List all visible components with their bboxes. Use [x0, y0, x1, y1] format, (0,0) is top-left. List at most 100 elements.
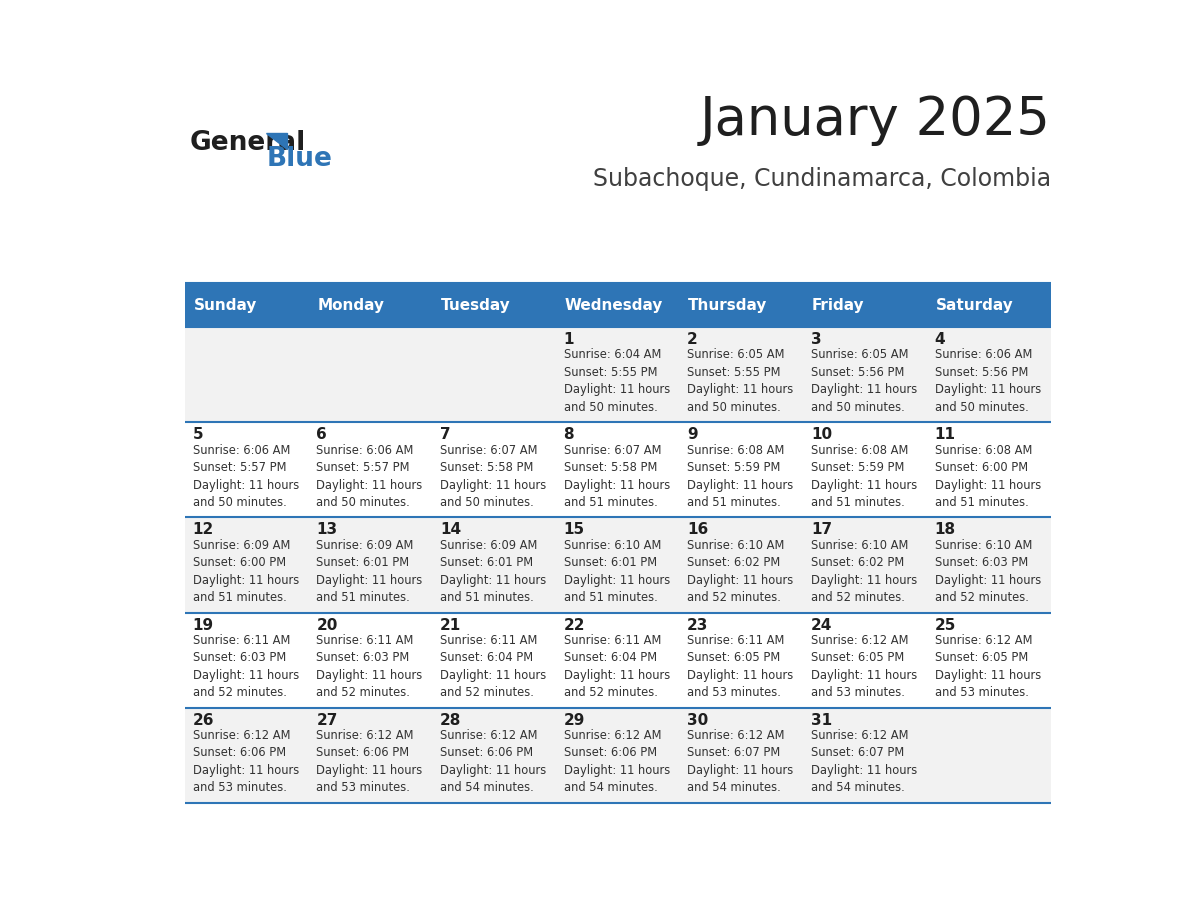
Text: 2: 2	[687, 332, 699, 347]
Bar	[185, 284, 309, 327]
Text: Sunrise: 6:11 AM
Sunset: 6:05 PM
Daylight: 11 hours
and 53 minutes.: Sunrise: 6:11 AM Sunset: 6:05 PM Dayligh…	[687, 633, 794, 700]
Text: 17: 17	[811, 522, 832, 537]
Text: Sunrise: 6:12 AM
Sunset: 6:05 PM
Daylight: 11 hours
and 53 minutes.: Sunrise: 6:12 AM Sunset: 6:05 PM Dayligh…	[935, 633, 1041, 700]
Text: Sunrise: 6:05 AM
Sunset: 5:56 PM
Daylight: 11 hours
and 50 minutes.: Sunrise: 6:05 AM Sunset: 5:56 PM Dayligh…	[811, 348, 917, 414]
Text: 25: 25	[935, 618, 956, 633]
Bar	[309, 327, 432, 422]
Text: 30: 30	[687, 712, 708, 728]
Bar	[556, 518, 680, 612]
Bar	[185, 422, 309, 518]
Bar	[432, 422, 556, 518]
Bar	[927, 518, 1051, 612]
Bar	[680, 284, 803, 327]
Text: 19: 19	[192, 618, 214, 633]
Bar	[927, 284, 1051, 327]
Bar	[309, 518, 432, 612]
Bar	[803, 327, 927, 422]
Text: Sunrise: 6:07 AM
Sunset: 5:58 PM
Daylight: 11 hours
and 51 minutes.: Sunrise: 6:07 AM Sunset: 5:58 PM Dayligh…	[563, 443, 670, 509]
Text: 3: 3	[811, 332, 822, 347]
Text: Sunrise: 6:08 AM
Sunset: 5:59 PM
Daylight: 11 hours
and 51 minutes.: Sunrise: 6:08 AM Sunset: 5:59 PM Dayligh…	[687, 443, 794, 509]
Text: January 2025: January 2025	[700, 94, 1051, 145]
Bar	[309, 284, 432, 327]
Bar	[680, 327, 803, 422]
Text: Sunrise: 6:09 AM
Sunset: 6:01 PM
Daylight: 11 hours
and 51 minutes.: Sunrise: 6:09 AM Sunset: 6:01 PM Dayligh…	[440, 539, 546, 604]
Bar	[309, 612, 432, 708]
Text: Sunrise: 6:06 AM
Sunset: 5:57 PM
Daylight: 11 hours
and 50 minutes.: Sunrise: 6:06 AM Sunset: 5:57 PM Dayligh…	[316, 443, 423, 509]
Text: Sunday: Sunday	[194, 297, 257, 313]
Text: 6: 6	[316, 427, 327, 442]
Text: Sunrise: 6:11 AM
Sunset: 6:03 PM
Daylight: 11 hours
and 52 minutes.: Sunrise: 6:11 AM Sunset: 6:03 PM Dayligh…	[316, 633, 423, 700]
Text: Sunrise: 6:04 AM
Sunset: 5:55 PM
Daylight: 11 hours
and 50 minutes.: Sunrise: 6:04 AM Sunset: 5:55 PM Dayligh…	[563, 348, 670, 414]
Text: 26: 26	[192, 712, 214, 728]
Bar	[680, 518, 803, 612]
Text: 14: 14	[440, 522, 461, 537]
Text: 23: 23	[687, 618, 708, 633]
Text: 15: 15	[563, 522, 584, 537]
Text: Sunrise: 6:12 AM
Sunset: 6:06 PM
Daylight: 11 hours
and 53 minutes.: Sunrise: 6:12 AM Sunset: 6:06 PM Dayligh…	[316, 729, 423, 794]
Text: General: General	[190, 130, 307, 156]
Text: Saturday: Saturday	[935, 297, 1013, 313]
Bar	[432, 518, 556, 612]
Bar	[185, 327, 309, 422]
Bar	[432, 284, 556, 327]
Text: 21: 21	[440, 618, 461, 633]
Text: 4: 4	[935, 332, 946, 347]
Text: Sunrise: 6:07 AM
Sunset: 5:58 PM
Daylight: 11 hours
and 50 minutes.: Sunrise: 6:07 AM Sunset: 5:58 PM Dayligh…	[440, 443, 546, 509]
Bar	[927, 327, 1051, 422]
Bar	[803, 518, 927, 612]
Text: 12: 12	[192, 522, 214, 537]
Text: Sunrise: 6:12 AM
Sunset: 6:05 PM
Daylight: 11 hours
and 53 minutes.: Sunrise: 6:12 AM Sunset: 6:05 PM Dayligh…	[811, 633, 917, 700]
Bar	[309, 422, 432, 518]
Text: 28: 28	[440, 712, 461, 728]
Bar	[803, 612, 927, 708]
Text: 29: 29	[563, 712, 584, 728]
Text: 24: 24	[811, 618, 833, 633]
Text: Blue: Blue	[266, 146, 333, 173]
Bar	[680, 612, 803, 708]
Text: 11: 11	[935, 427, 955, 442]
Bar	[680, 708, 803, 803]
Text: Sunrise: 6:06 AM
Sunset: 5:57 PM
Daylight: 11 hours
and 50 minutes.: Sunrise: 6:06 AM Sunset: 5:57 PM Dayligh…	[192, 443, 299, 509]
Text: 8: 8	[563, 427, 574, 442]
Text: 13: 13	[316, 522, 337, 537]
Bar	[185, 708, 309, 803]
Bar	[556, 422, 680, 518]
Text: Wednesday: Wednesday	[564, 297, 663, 313]
Bar	[927, 708, 1051, 803]
Text: 10: 10	[811, 427, 832, 442]
Bar	[927, 422, 1051, 518]
Text: Monday: Monday	[317, 297, 384, 313]
Text: Tuesday: Tuesday	[441, 297, 511, 313]
Text: Sunrise: 6:12 AM
Sunset: 6:06 PM
Daylight: 11 hours
and 53 minutes.: Sunrise: 6:12 AM Sunset: 6:06 PM Dayligh…	[192, 729, 299, 794]
Bar	[556, 284, 680, 327]
Text: Sunrise: 6:12 AM
Sunset: 6:06 PM
Daylight: 11 hours
and 54 minutes.: Sunrise: 6:12 AM Sunset: 6:06 PM Dayligh…	[440, 729, 546, 794]
Text: Sunrise: 6:10 AM
Sunset: 6:03 PM
Daylight: 11 hours
and 52 minutes.: Sunrise: 6:10 AM Sunset: 6:03 PM Dayligh…	[935, 539, 1041, 604]
Bar	[803, 708, 927, 803]
Text: Sunrise: 6:12 AM
Sunset: 6:07 PM
Daylight: 11 hours
and 54 minutes.: Sunrise: 6:12 AM Sunset: 6:07 PM Dayligh…	[687, 729, 794, 794]
Text: 27: 27	[316, 712, 337, 728]
Text: Sunrise: 6:10 AM
Sunset: 6:02 PM
Daylight: 11 hours
and 52 minutes.: Sunrise: 6:10 AM Sunset: 6:02 PM Dayligh…	[687, 539, 794, 604]
Text: Subachoque, Cundinamarca, Colombia: Subachoque, Cundinamarca, Colombia	[593, 167, 1051, 192]
Text: Sunrise: 6:10 AM
Sunset: 6:02 PM
Daylight: 11 hours
and 52 minutes.: Sunrise: 6:10 AM Sunset: 6:02 PM Dayligh…	[811, 539, 917, 604]
Bar	[927, 612, 1051, 708]
Text: Sunrise: 6:12 AM
Sunset: 6:07 PM
Daylight: 11 hours
and 54 minutes.: Sunrise: 6:12 AM Sunset: 6:07 PM Dayligh…	[811, 729, 917, 794]
Text: 9: 9	[687, 427, 697, 442]
Text: Sunrise: 6:06 AM
Sunset: 5:56 PM
Daylight: 11 hours
and 50 minutes.: Sunrise: 6:06 AM Sunset: 5:56 PM Dayligh…	[935, 348, 1041, 414]
Bar	[803, 284, 927, 327]
Text: Sunrise: 6:11 AM
Sunset: 6:04 PM
Daylight: 11 hours
and 52 minutes.: Sunrise: 6:11 AM Sunset: 6:04 PM Dayligh…	[563, 633, 670, 700]
Text: 1: 1	[563, 332, 574, 347]
Bar	[432, 708, 556, 803]
Text: Thursday: Thursday	[688, 297, 767, 313]
Text: 16: 16	[687, 522, 708, 537]
Text: 18: 18	[935, 522, 955, 537]
Text: Sunrise: 6:11 AM
Sunset: 6:04 PM
Daylight: 11 hours
and 52 minutes.: Sunrise: 6:11 AM Sunset: 6:04 PM Dayligh…	[440, 633, 546, 700]
Text: Sunrise: 6:05 AM
Sunset: 5:55 PM
Daylight: 11 hours
and 50 minutes.: Sunrise: 6:05 AM Sunset: 5:55 PM Dayligh…	[687, 348, 794, 414]
Text: Friday: Friday	[811, 297, 865, 313]
Bar	[185, 612, 309, 708]
Bar	[680, 422, 803, 518]
Text: Sunrise: 6:09 AM
Sunset: 6:01 PM
Daylight: 11 hours
and 51 minutes.: Sunrise: 6:09 AM Sunset: 6:01 PM Dayligh…	[316, 539, 423, 604]
Text: Sunrise: 6:10 AM
Sunset: 6:01 PM
Daylight: 11 hours
and 51 minutes.: Sunrise: 6:10 AM Sunset: 6:01 PM Dayligh…	[563, 539, 670, 604]
Text: Sunrise: 6:08 AM
Sunset: 5:59 PM
Daylight: 11 hours
and 51 minutes.: Sunrise: 6:08 AM Sunset: 5:59 PM Dayligh…	[811, 443, 917, 509]
Text: Sunrise: 6:09 AM
Sunset: 6:00 PM
Daylight: 11 hours
and 51 minutes.: Sunrise: 6:09 AM Sunset: 6:00 PM Dayligh…	[192, 539, 299, 604]
Text: Sunrise: 6:12 AM
Sunset: 6:06 PM
Daylight: 11 hours
and 54 minutes.: Sunrise: 6:12 AM Sunset: 6:06 PM Dayligh…	[563, 729, 670, 794]
